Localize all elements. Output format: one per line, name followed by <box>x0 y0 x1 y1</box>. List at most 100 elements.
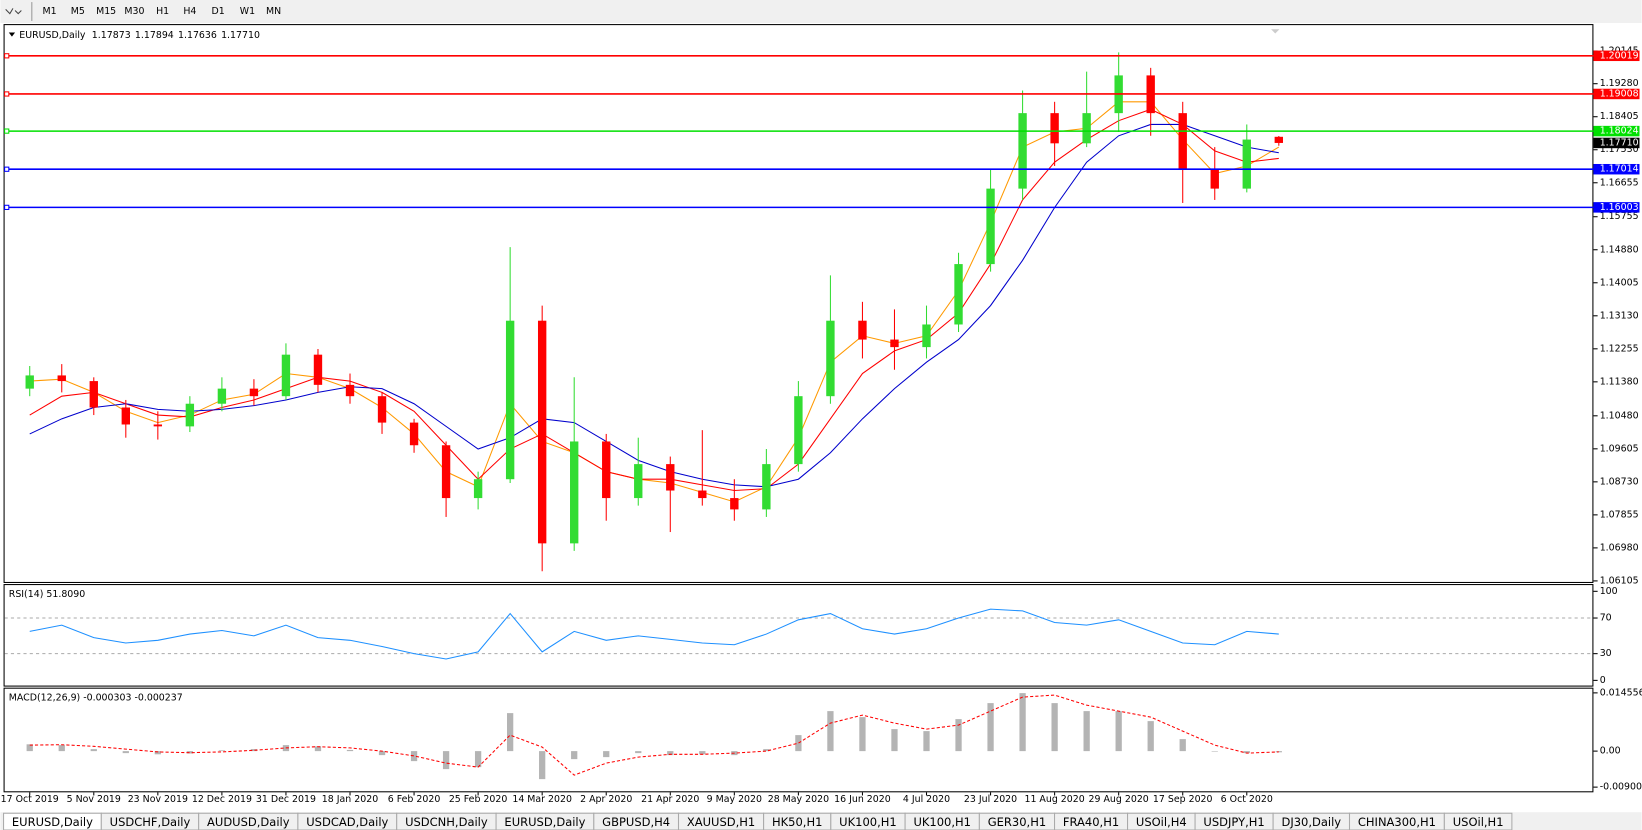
macd-bar <box>1275 751 1282 753</box>
x-tick-label: 31 Dec 2019 <box>256 794 316 805</box>
candle-body <box>473 479 483 499</box>
timeframe-button[interactable]: M15 <box>96 6 116 17</box>
rsi-title: RSI(14) 51.8090 <box>9 589 85 600</box>
level-label-box <box>1593 202 1640 213</box>
macd-bar <box>539 751 546 780</box>
x-tick-label: 2 Apr 2020 <box>580 794 632 805</box>
macd-bar <box>923 731 930 752</box>
chart-tab-label[interactable]: FRA40,H1 <box>1063 815 1119 829</box>
level-label: 1.17014 <box>1600 164 1639 175</box>
macd-bar <box>1115 711 1122 752</box>
candle-body <box>634 464 643 499</box>
collapse-arrow[interactable] <box>8 32 16 37</box>
y-tick-label: 1.06980 <box>1600 542 1639 553</box>
level-handle <box>4 91 10 97</box>
timeframe-button[interactable]: D1 <box>212 6 225 17</box>
chart-tab-label[interactable]: USDCAD,Daily <box>306 815 388 829</box>
macd-bar <box>474 751 482 768</box>
chart-tab-label[interactable]: USOil,H1 <box>1453 815 1504 829</box>
macd-bar <box>442 751 450 770</box>
y-tick-label: 1.15755 <box>1600 211 1639 222</box>
timeframe-button[interactable]: MN <box>266 6 281 17</box>
chart-tab[interactable] <box>1443 812 1513 830</box>
chart-tab-label[interactable]: CHINA300,H1 <box>1358 815 1436 829</box>
candle-body <box>505 320 515 480</box>
y-tick-label: 0 <box>1600 675 1606 686</box>
quote-value: 1.17873 <box>92 30 131 41</box>
x-tick-label: 17 Sep 2020 <box>1153 794 1213 805</box>
candle-body <box>922 324 931 348</box>
chart-tab-label[interactable]: EURUSD,Daily <box>12 815 93 829</box>
y-tick-label: 70 <box>1600 613 1612 624</box>
candle-body <box>1178 113 1187 170</box>
chart-tab-label[interactable]: USDCHF,Daily <box>110 815 191 829</box>
moving-average <box>29 123 1279 488</box>
macd-bar <box>58 745 65 752</box>
candle-body <box>57 375 66 382</box>
macd-bar <box>891 729 898 752</box>
chart-tab-label[interactable]: USOil,H4 <box>1136 815 1187 829</box>
macd-bar <box>154 751 161 755</box>
chart-tab-label[interactable]: DJ30,Daily <box>1281 815 1341 829</box>
y-tick-label: 1.17530 <box>1600 144 1639 155</box>
chart-area <box>0 23 1642 830</box>
x-tick-label: 28 May 2020 <box>768 794 829 805</box>
candle-body <box>345 384 355 397</box>
timeframe-button[interactable]: H1 <box>156 6 169 17</box>
chart-tab-label[interactable]: USDCNH,Daily <box>405 815 488 829</box>
level-label-box <box>1593 163 1640 175</box>
candle-body <box>1242 139 1251 189</box>
x-tick-label: 11 Aug 2020 <box>1024 794 1084 805</box>
price-panel <box>3 24 1594 583</box>
macd-bar <box>635 751 642 754</box>
macd-bar <box>763 749 770 752</box>
timeframe-button[interactable]: H4 <box>183 6 196 17</box>
macd-bar <box>122 751 129 754</box>
x-tick-label: 5 Nov 2019 <box>67 794 121 805</box>
chart-tab-label[interactable]: EURUSD,Daily <box>504 815 585 829</box>
toolbar <box>0 0 1642 24</box>
x-tick-label: 12 Dec 2019 <box>192 794 252 805</box>
macd-bar <box>186 751 194 754</box>
x-tick-label: 29 Aug 2020 <box>1089 794 1149 805</box>
macd-title: MACD(12,26,9) -0.000303 -0.000237 <box>9 693 183 704</box>
chart-tab-label[interactable]: UK100,H1 <box>913 815 971 829</box>
moving-average <box>29 108 1279 492</box>
candle-body <box>570 441 579 544</box>
level-label: 1.18024 <box>1600 126 1639 137</box>
level-label: 1.16003 <box>1600 202 1639 213</box>
timeframe-button[interactable]: M30 <box>124 6 144 17</box>
quote-value: 1.17894 <box>135 30 174 41</box>
chart-tab-label[interactable]: UK100,H1 <box>839 815 897 829</box>
toolbar-icon[interactable] <box>5 8 22 15</box>
x-tick-label: 25 Feb 2020 <box>449 794 508 805</box>
chart-tab-label[interactable]: XAUUSD,H1 <box>687 815 755 829</box>
x-tick-label: 4 Jul 2020 <box>903 794 950 805</box>
candle-body <box>25 375 34 389</box>
macd-bar <box>603 751 610 758</box>
macd-bar <box>1243 751 1250 754</box>
chart-tab-label[interactable]: AUDUSD,Daily <box>207 815 290 829</box>
chart-tab-label[interactable]: USDJPY,H1 <box>1203 815 1264 829</box>
rsi-line <box>29 608 1279 660</box>
chart-tab-label[interactable]: GER30,H1 <box>988 815 1046 829</box>
macd-bar <box>571 751 578 760</box>
chart-tab-label[interactable]: GBPUSD,H4 <box>602 815 670 829</box>
timeframe-button[interactable]: W1 <box>240 6 255 17</box>
y-tick-label: -0.009001 <box>1600 782 1642 793</box>
candle-body <box>826 320 835 397</box>
candle-body <box>217 388 227 404</box>
chart-tab-label[interactable]: HK50,H1 <box>772 815 822 829</box>
candle-body <box>698 490 707 499</box>
level-label: 1.20019 <box>1600 50 1639 61</box>
level-handle <box>4 204 10 210</box>
level-label-box <box>1593 125 1640 137</box>
x-tick-label: 14 Mar 2020 <box>512 794 572 805</box>
macd-bar <box>827 711 834 752</box>
y-tick-label: 1.16655 <box>1600 177 1639 188</box>
timeframe-button[interactable]: M5 <box>71 6 85 17</box>
timeframe-button[interactable]: M1 <box>43 6 57 17</box>
macd-bar <box>1019 693 1026 752</box>
shift-marker <box>1271 29 1280 34</box>
